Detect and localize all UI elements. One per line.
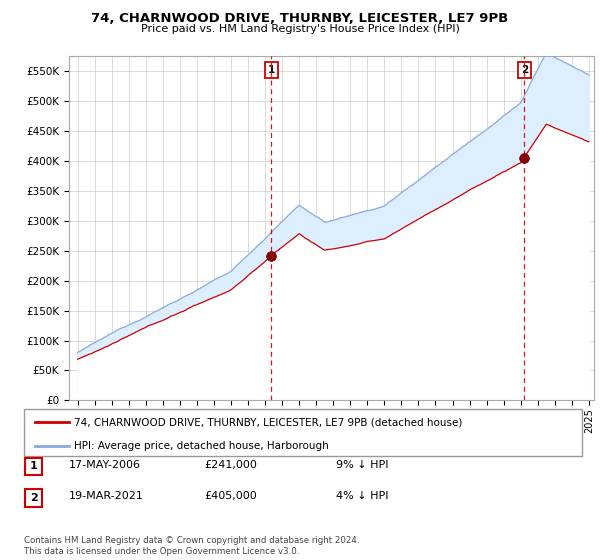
- Text: 2: 2: [30, 493, 37, 503]
- Text: 19-MAR-2021: 19-MAR-2021: [69, 491, 144, 501]
- Text: 9% ↓ HPI: 9% ↓ HPI: [336, 460, 389, 470]
- Bar: [25, 489, 42, 507]
- Text: HPI: Average price, detached house, Harborough: HPI: Average price, detached house, Harb…: [74, 441, 329, 451]
- Text: 74, CHARNWOOD DRIVE, THURNBY, LEICESTER, LE7 9PB: 74, CHARNWOOD DRIVE, THURNBY, LEICESTER,…: [91, 12, 509, 25]
- Text: Contains HM Land Registry data © Crown copyright and database right 2024.
This d: Contains HM Land Registry data © Crown c…: [24, 536, 359, 556]
- Text: 74, CHARNWOOD DRIVE, THURNBY, LEICESTER, LE7 9PB (detached house): 74, CHARNWOOD DRIVE, THURNBY, LEICESTER,…: [74, 417, 463, 427]
- Text: Price paid vs. HM Land Registry's House Price Index (HPI): Price paid vs. HM Land Registry's House …: [140, 24, 460, 34]
- Text: 1: 1: [268, 65, 275, 75]
- Text: 2: 2: [521, 65, 528, 75]
- Text: 1: 1: [30, 461, 37, 472]
- Text: 4% ↓ HPI: 4% ↓ HPI: [336, 491, 389, 501]
- Text: 17-MAY-2006: 17-MAY-2006: [69, 460, 141, 470]
- Bar: [25, 458, 42, 475]
- Text: £241,000: £241,000: [204, 460, 257, 470]
- Text: £405,000: £405,000: [204, 491, 257, 501]
